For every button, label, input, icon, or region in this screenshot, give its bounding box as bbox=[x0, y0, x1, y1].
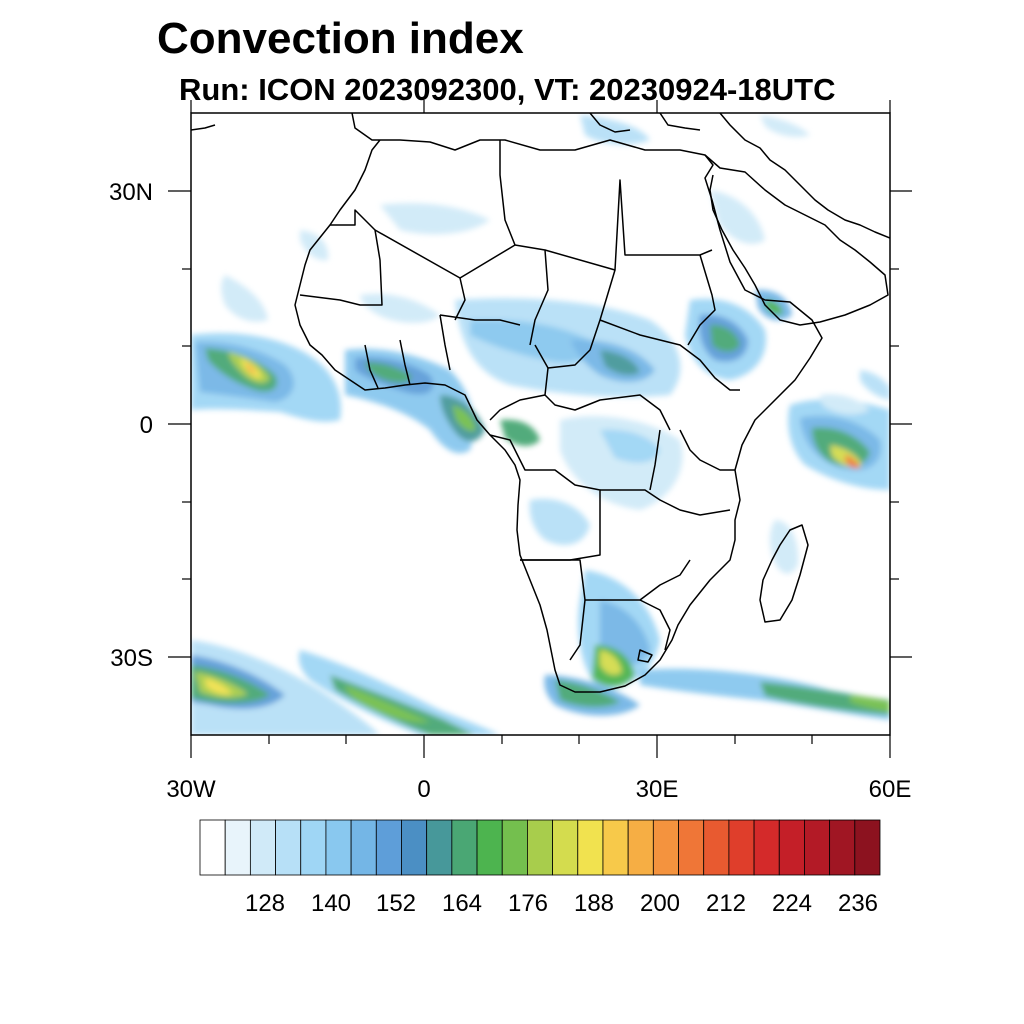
colorbar-swatch bbox=[426, 819, 453, 876]
colorbar-swatch bbox=[678, 819, 705, 876]
colorbar-label: 164 bbox=[442, 890, 482, 917]
colorbar-swatch bbox=[728, 819, 755, 876]
colorbar-label: 176 bbox=[508, 890, 548, 917]
lat-label-30s: 30S bbox=[110, 645, 153, 672]
colorbar-swatch bbox=[627, 819, 654, 876]
colorbar-swatch bbox=[249, 819, 276, 876]
map-plot-area bbox=[191, 113, 890, 735]
colorbar-swatch bbox=[854, 819, 881, 876]
colorbar-swatch bbox=[577, 819, 604, 876]
colorbar-label: 128 bbox=[245, 890, 285, 917]
colorbar-swatch bbox=[753, 819, 780, 876]
colorbar-label: 224 bbox=[772, 890, 812, 917]
lon-label-0: 0 bbox=[417, 776, 430, 803]
lat-label-0: 0 bbox=[140, 412, 153, 439]
colorbar bbox=[199, 819, 881, 876]
colorbar-swatch bbox=[602, 819, 629, 876]
colorbar-swatch bbox=[224, 819, 251, 876]
colorbar-swatch bbox=[778, 819, 805, 876]
colorbar-swatch bbox=[300, 819, 327, 876]
lon-label-60e: 60E bbox=[869, 776, 912, 803]
colorbar-swatch bbox=[703, 819, 730, 876]
colorbar-swatch bbox=[829, 819, 856, 876]
colorbar-swatch bbox=[375, 819, 402, 876]
colorbar-swatch bbox=[451, 819, 478, 876]
colorbar-label: 152 bbox=[376, 890, 416, 917]
colorbar-swatch bbox=[325, 819, 352, 876]
colorbar-label: 200 bbox=[640, 890, 680, 917]
colorbar-swatch bbox=[476, 819, 503, 876]
colorbar-swatch bbox=[275, 819, 302, 876]
colorbar-label: 140 bbox=[311, 890, 351, 917]
colorbar-label: 188 bbox=[574, 890, 614, 917]
lon-label-30e: 30E bbox=[636, 776, 679, 803]
lon-label-30w: 30W bbox=[166, 776, 216, 803]
colorbar-swatch bbox=[350, 819, 377, 876]
colorbar-swatch bbox=[527, 819, 553, 876]
colorbar-swatch bbox=[552, 819, 579, 876]
lat-label-30n: 30N bbox=[109, 179, 153, 206]
colorbar-swatch bbox=[401, 819, 428, 876]
colorbar-label: 212 bbox=[706, 890, 746, 917]
colorbar-swatch bbox=[501, 819, 528, 876]
map-ticks bbox=[168, 100, 912, 758]
colorbar-swatch bbox=[804, 819, 831, 876]
coastlines-and-borders bbox=[191, 113, 890, 693]
map-title: Convection index bbox=[157, 14, 524, 63]
colorbar-swatch bbox=[199, 819, 226, 876]
colorbar-label: 236 bbox=[838, 890, 878, 917]
colorbar-labels: 128 140 152 164 176 188 200 212 224 236 bbox=[245, 890, 878, 917]
map-subtitle: Run: ICON 2023092300, VT: 20230924-18UTC bbox=[179, 72, 836, 107]
colorbar-swatch bbox=[652, 819, 679, 876]
